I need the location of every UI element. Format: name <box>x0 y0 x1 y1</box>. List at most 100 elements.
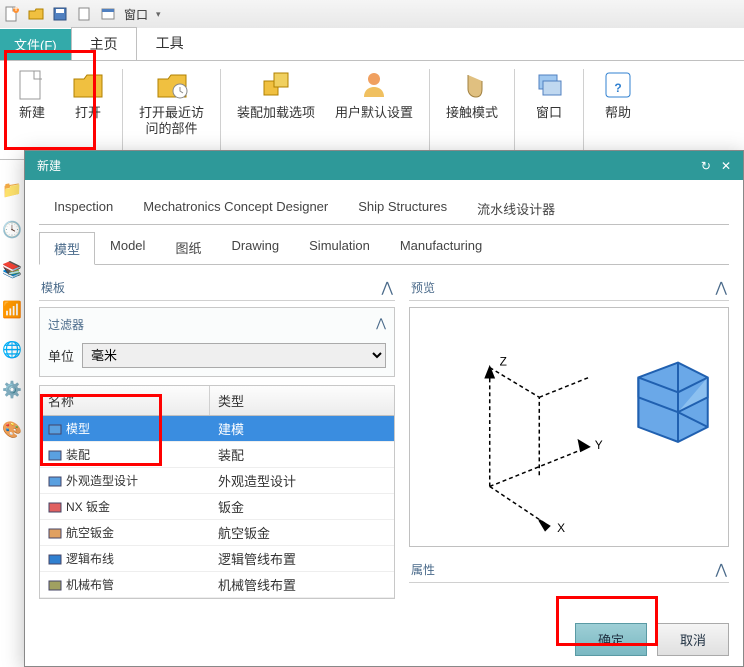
gear-icon[interactable]: ⚙️ <box>2 380 20 398</box>
tab-drawing-cn[interactable]: 图纸 <box>160 231 216 264</box>
window-label[interactable]: 窗口 <box>124 6 148 23</box>
template-section-header[interactable]: 模板 ⋀ <box>39 275 395 301</box>
ribbon-window[interactable]: 窗口 <box>525 65 573 155</box>
dialog-tabs-bottom: 模型 Model 图纸 Drawing Simulation Manufactu… <box>39 231 729 265</box>
row-type: 机械管线布置 <box>210 572 304 597</box>
row-name: 模型 <box>66 420 90 437</box>
ribbon-assembly-load[interactable]: 装配加载选项 <box>231 65 321 155</box>
resource-bar: 📁 🕓 📚 📶 🌐 ⚙️ 🎨 <box>2 180 20 438</box>
filter-title: 过滤器 <box>48 316 84 333</box>
table-row[interactable]: 机械布管 机械管线布置 <box>40 572 394 598</box>
file-menu[interactable]: 文件(F) <box>0 29 71 60</box>
ribbon-help[interactable]: ? 帮助 <box>594 65 642 155</box>
new-icon[interactable]: + <box>4 6 20 22</box>
tab-drawing[interactable]: Drawing <box>216 231 294 264</box>
svg-text:Z: Z <box>500 355 507 369</box>
dialog-buttons: 确定 取消 <box>25 613 743 666</box>
tab-simulation[interactable]: Simulation <box>294 231 385 264</box>
row-type: 建模 <box>210 416 252 441</box>
ribbon-user-defaults[interactable]: 用户默认设置 <box>329 65 419 155</box>
collapse-icon[interactable]: ⋀ <box>376 316 386 333</box>
table-row[interactable]: 航空钣金航空钣金 <box>40 520 394 546</box>
window-stack-icon <box>531 67 567 103</box>
unit-label: 单位 <box>48 346 74 365</box>
row-name: 航空钣金 <box>66 524 114 541</box>
table-row[interactable]: 装配装配 <box>40 442 394 468</box>
row-name: 机械布管 <box>66 576 114 593</box>
tab-mechatronics[interactable]: Mechatronics Concept Designer <box>128 192 343 224</box>
tab-model[interactable]: Model <box>95 231 160 264</box>
table-row[interactable]: 外观造型设计 外观造型设计 <box>40 468 394 494</box>
col-type[interactable]: 类型 <box>210 386 252 415</box>
ribbon-label: 接触模式 <box>446 105 498 121</box>
save-icon[interactable] <box>52 6 68 22</box>
row-name: 装配 <box>66 446 90 463</box>
ribbon-label: 打开最近访 问的部件 <box>139 105 204 137</box>
tab-inspection[interactable]: Inspection <box>39 192 128 224</box>
tab-ship[interactable]: Ship Structures <box>343 192 462 224</box>
ribbon-label: 窗口 <box>536 105 562 121</box>
open-icon[interactable] <box>28 6 44 22</box>
table-row[interactable]: 逻辑布线逻辑管线布置 <box>40 546 394 572</box>
table-row[interactable]: NX 钣金钣金 <box>40 494 394 520</box>
tab-tools[interactable]: 工具 <box>137 26 203 60</box>
ribbon-label: 用户默认设置 <box>335 105 413 121</box>
tab-manufacturing[interactable]: Manufacturing <box>385 231 497 264</box>
history-icon[interactable]: 🕓 <box>2 220 20 238</box>
row-name: 外观造型设计 <box>66 472 138 489</box>
ribbon-open[interactable]: 打开 <box>64 65 112 155</box>
ribbon-label: 装配加载选项 <box>237 105 315 121</box>
palette-icon[interactable]: 🎨 <box>2 420 20 438</box>
ribbon-recent[interactable]: 打开最近访 问的部件 <box>133 65 210 155</box>
template-header-label: 模板 <box>41 279 65 296</box>
row-icon <box>48 578 62 592</box>
svg-text:Y: Y <box>595 438 603 452</box>
help-icon: ? <box>600 67 636 103</box>
ribbon: 新建 打开 打开最近访 问的部件 装配加载选项 用户默认设置 接触模式 窗口 ?… <box>0 60 744 160</box>
preview-svg: Z Y X <box>420 318 718 536</box>
attributes-header-label: 属性 <box>411 561 435 578</box>
table-row[interactable]: 模型 建模 <box>40 416 394 442</box>
col-name[interactable]: 名称 <box>40 386 210 415</box>
table-header: 名称 类型 <box>40 386 394 416</box>
close-icon[interactable]: ✕ <box>721 159 731 173</box>
tab-line-designer[interactable]: 流水线设计器 <box>462 192 570 224</box>
row-icon <box>48 552 62 566</box>
ribbon-new[interactable]: 新建 <box>8 65 56 155</box>
attributes-section-header[interactable]: 属性 ⋀ <box>409 557 729 583</box>
row-icon <box>48 422 62 436</box>
recent-icon <box>154 67 190 103</box>
unit-select[interactable]: 毫米 <box>82 343 386 368</box>
window-icon[interactable] <box>100 6 116 22</box>
cancel-button[interactable]: 取消 <box>657 623 729 656</box>
row-name: 逻辑布线 <box>66 550 114 567</box>
reset-icon[interactable]: ↻ <box>701 159 711 173</box>
ribbon-label: 帮助 <box>605 105 631 121</box>
doc-icon[interactable] <box>76 6 92 22</box>
open-folder-icon <box>70 67 106 103</box>
ribbon-touch-mode[interactable]: 接触模式 <box>440 65 504 155</box>
svg-text:+: + <box>12 6 19 15</box>
ribbon-label: 新建 <box>19 105 45 121</box>
dialog-tabs-top: Inspection Mechatronics Concept Designer… <box>39 192 729 225</box>
collapse-icon[interactable]: ⋀ <box>716 279 727 296</box>
preview-section-header[interactable]: 预览 ⋀ <box>409 275 729 301</box>
dialog-title-text: 新建 <box>37 157 61 174</box>
collapse-icon[interactable]: ⋀ <box>716 561 727 578</box>
ribbon-label: 打开 <box>75 105 101 121</box>
preview-box: Z Y X <box>409 307 729 547</box>
nav-icon[interactable]: 📁 <box>2 180 20 198</box>
preview-header-label: 预览 <box>411 279 435 296</box>
ok-button[interactable]: 确定 <box>575 623 647 656</box>
tab-home[interactable]: 主页 <box>71 27 137 60</box>
svg-text:X: X <box>557 521 565 535</box>
wifi-icon[interactable]: 📶 <box>2 300 20 318</box>
collapse-icon[interactable]: ⋀ <box>382 279 393 296</box>
row-icon <box>48 526 62 540</box>
tab-model-cn[interactable]: 模型 <box>39 232 95 265</box>
new-doc-icon <box>14 67 50 103</box>
resource-icon[interactable]: 📚 <box>2 260 20 278</box>
row-type: 外观造型设计 <box>210 468 304 493</box>
dropdown-icon[interactable]: ▾ <box>156 9 161 20</box>
globe-icon[interactable]: 🌐 <box>2 340 20 358</box>
